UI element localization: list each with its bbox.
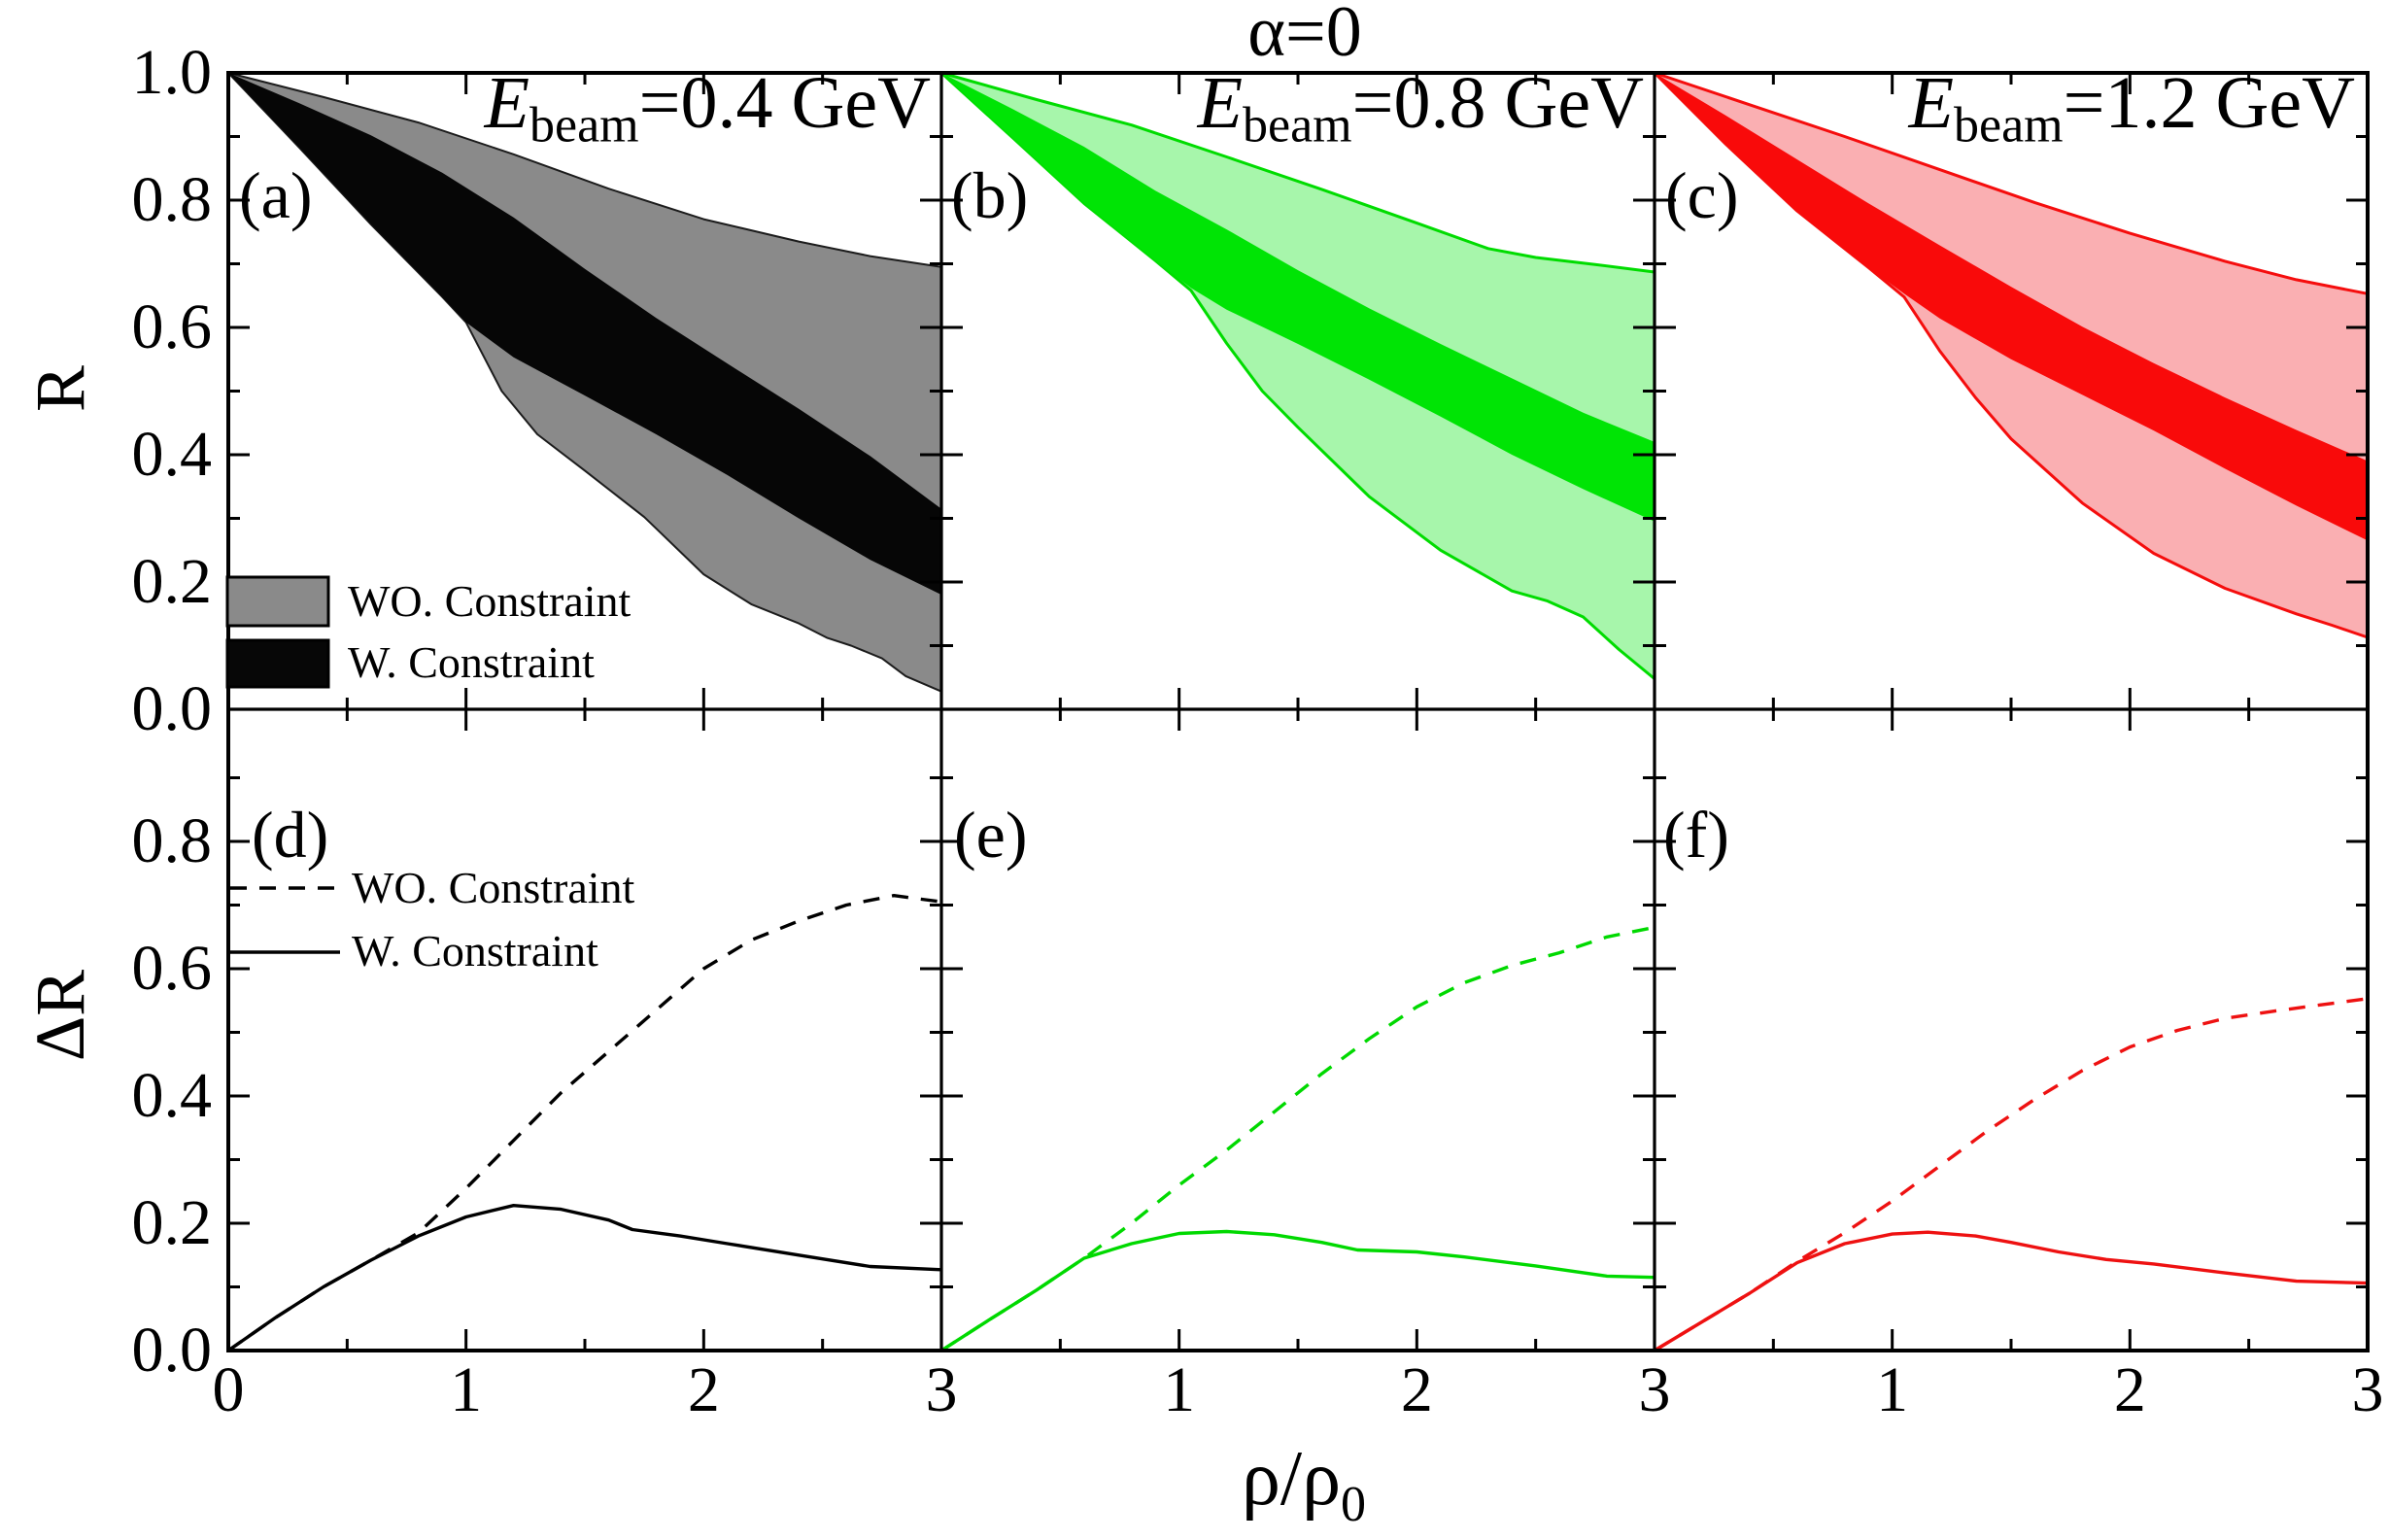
panel-e-letter: (e): [954, 798, 1028, 872]
x-tick-label: 1: [450, 1354, 483, 1425]
y-tick-label: 0.8: [131, 164, 213, 235]
x-tick-label: 3: [2351, 1354, 2384, 1425]
x-axis-label-base: ρ/ρ: [1241, 1436, 1342, 1522]
x-tick-label: 3: [925, 1354, 958, 1425]
figure-title: α=0: [1247, 0, 1362, 72]
y-tick-label: 0.8: [131, 805, 213, 876]
legend-bottom-label-wo: WO. Constraint: [352, 863, 635, 912]
energy-subscript: beam: [1954, 97, 2064, 154]
y-tick-label: 0.0: [131, 1315, 213, 1386]
legend-swatch-wo: [225, 575, 330, 628]
energy-symbol: E: [1908, 62, 1955, 144]
x-axis-label-sub: 0: [1341, 1477, 1367, 1532]
curve-e: [940, 1229, 1655, 1352]
x-tick-label: 2: [687, 1354, 720, 1425]
legend-swatch-w: [225, 638, 330, 689]
panel-c: [1653, 71, 2370, 639]
y-tick-label: 0.4: [131, 419, 213, 490]
band-b: [941, 73, 1655, 522]
x-tick-label: 3: [1638, 1354, 1671, 1425]
curve-f: [1654, 997, 2369, 1352]
panel-a-letter: (a): [239, 158, 313, 232]
energy-subscript: beam: [1243, 97, 1352, 154]
y-tick-label: 0.6: [131, 933, 213, 1004]
y-tick-label: 0.0: [131, 673, 213, 744]
energy-symbol: E: [1197, 62, 1244, 144]
x-tick-label: 2: [2113, 1354, 2146, 1425]
y-tick-label: 0.2: [131, 1187, 213, 1258]
curve-d: [227, 1203, 942, 1352]
x-tick-label: 1: [1163, 1354, 1196, 1425]
y-tick-label: 1.0: [131, 37, 213, 108]
energy-value: =0.8 GeV: [1351, 62, 1644, 144]
panel-c-letter: (c): [1665, 158, 1739, 232]
energy-value: =0.4 GeV: [638, 62, 931, 144]
panel-b-energy-annotation: Ebeam=0.8 GeV: [1198, 66, 1644, 151]
panel-b: [939, 71, 1656, 681]
curve-f: [1654, 1230, 2369, 1352]
panel-f-letter: (f): [1663, 798, 1729, 872]
panel-d: [227, 894, 942, 1352]
panel-c-energy-annotation: Ebeam=1.2 GeV: [1909, 66, 2355, 151]
x-tick-label: 0: [212, 1354, 245, 1425]
panel-b-letter: (b): [951, 158, 1029, 232]
y-tick-label: 0.6: [131, 291, 213, 362]
panel-a: [227, 72, 942, 693]
x-axis-label: ρ/ρ0: [1158, 1440, 1450, 1530]
band-c: [1655, 73, 2368, 541]
x-tick-label: 1: [1876, 1354, 1909, 1425]
panel-f: [1654, 997, 2369, 1352]
legend-bottom-label-w: W. Constraint: [352, 926, 598, 975]
x-tick-label: 2: [1400, 1354, 1433, 1425]
curve-e: [940, 925, 1655, 1352]
legend-top-label-w: W. Constraint: [348, 637, 595, 687]
curve-d: [227, 894, 942, 1352]
panel-d-letter: (d): [252, 798, 329, 872]
y-axis-label-top: R: [21, 364, 99, 413]
energy-value: =1.2 GeV: [2063, 62, 2355, 144]
y-axis-label-bottom: ΔR: [21, 969, 99, 1062]
energy-symbol: E: [484, 62, 530, 144]
legend-top-label-wo: WO. Constraint: [348, 576, 631, 626]
band-a: [228, 73, 941, 596]
y-tick-label: 0.2: [131, 546, 213, 617]
panel-a-energy-annotation: Ebeam=0.4 GeV: [485, 66, 931, 151]
y-tick-label: 0.4: [131, 1060, 213, 1131]
energy-subscript: beam: [529, 97, 639, 154]
panel-e: [940, 925, 1655, 1352]
